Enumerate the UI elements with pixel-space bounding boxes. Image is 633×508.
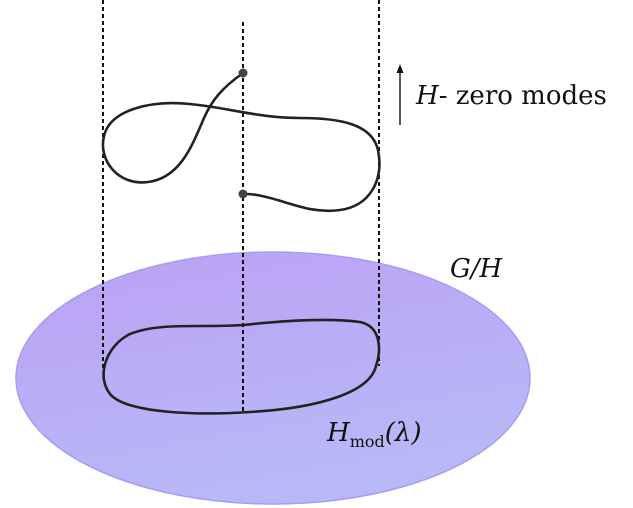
base-disk	[15, 251, 531, 505]
curve-endpoint-top	[238, 68, 248, 78]
up-arrow-head-icon	[396, 64, 404, 73]
zero-modes-label: H- zero modes	[415, 81, 607, 111]
quotient-space-label: G/H	[450, 254, 504, 284]
curve-endpoint-bottom	[238, 189, 248, 199]
moduli-space-label: Hmod(λ)	[326, 418, 422, 451]
base-loop	[102, 318, 381, 415]
lifted-curve	[101, 71, 381, 213]
